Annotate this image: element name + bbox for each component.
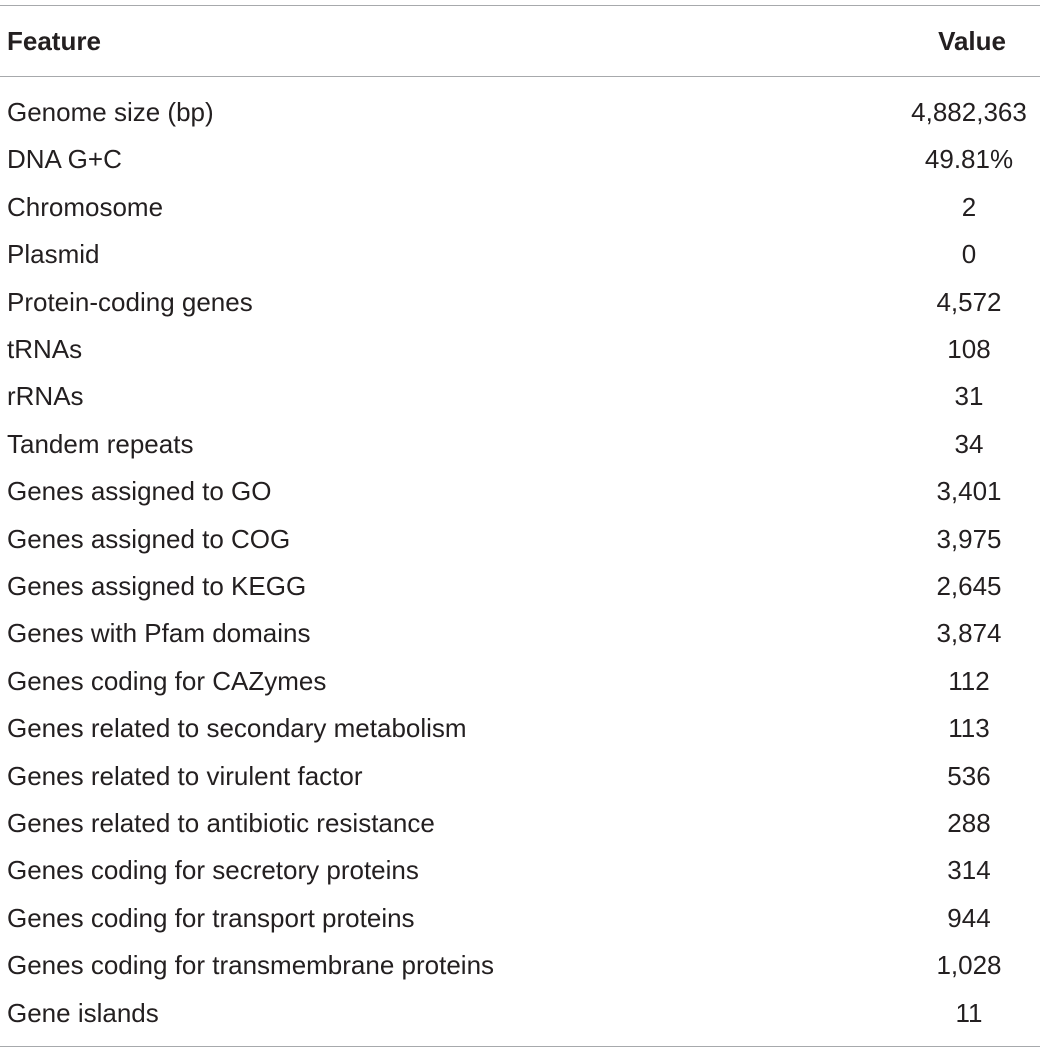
row-feature: Genes assigned to GO (7, 476, 272, 506)
row-value: 2 (961, 192, 977, 222)
row-value: 4,882,363 (911, 97, 1027, 127)
table-header-rule (0, 76, 1040, 77)
row-feature: Protein-coding genes (7, 287, 253, 317)
row-feature: Genes coding for transport proteins (7, 903, 415, 933)
row-value: 288 (947, 808, 991, 838)
row-value: 31 (954, 381, 984, 411)
row-value: 3,975 (936, 524, 1002, 554)
row-feature: Genes coding for secretory proteins (7, 855, 419, 885)
row-feature: Genes related to virulent factor (7, 761, 363, 791)
row-feature: rRNAs (7, 381, 84, 411)
row-feature: Genome size (bp) (7, 97, 214, 127)
row-feature: Gene islands (7, 998, 159, 1028)
row-feature: tRNAs (7, 334, 83, 364)
row-value: 11 (955, 998, 983, 1028)
table-top-rule (0, 5, 1040, 6)
row-feature: Genes related to secondary metabolism (7, 713, 467, 743)
row-feature: Genes coding for CAZymes (7, 666, 327, 696)
header-value: Value (938, 26, 1006, 56)
row-value: 2,645 (936, 571, 1002, 601)
row-feature: Genes assigned to KEGG (7, 571, 307, 601)
row-feature: Genes related to antibiotic resistance (7, 808, 435, 838)
row-feature: Tandem repeats (7, 429, 194, 459)
row-feature: DNA G+C (7, 144, 122, 174)
row-value: 4,572 (936, 287, 1002, 317)
row-value: 108 (947, 334, 991, 364)
row-value: 34 (954, 429, 984, 459)
row-value: 3,401 (936, 476, 1002, 506)
row-value: 536 (947, 761, 991, 791)
row-feature: Plasmid (7, 239, 100, 269)
row-value: 49.81% (924, 144, 1014, 174)
row-value: 0 (961, 239, 977, 269)
row-value: 944 (947, 903, 991, 933)
row-value: 3,874 (936, 618, 1002, 648)
row-value: 112 (948, 666, 990, 696)
row-feature: Genes assigned to COG (7, 524, 291, 554)
row-feature: Chromosome (7, 192, 164, 222)
row-value: 1,028 (936, 950, 1002, 980)
header-feature: Feature (7, 26, 101, 56)
row-feature: Genes with Pfam domains (7, 618, 311, 648)
table-bottom-rule (0, 1046, 1040, 1047)
row-feature: Genes coding for transmembrane proteins (7, 950, 495, 980)
row-value: 113 (948, 713, 990, 743)
row-value: 314 (947, 855, 991, 885)
